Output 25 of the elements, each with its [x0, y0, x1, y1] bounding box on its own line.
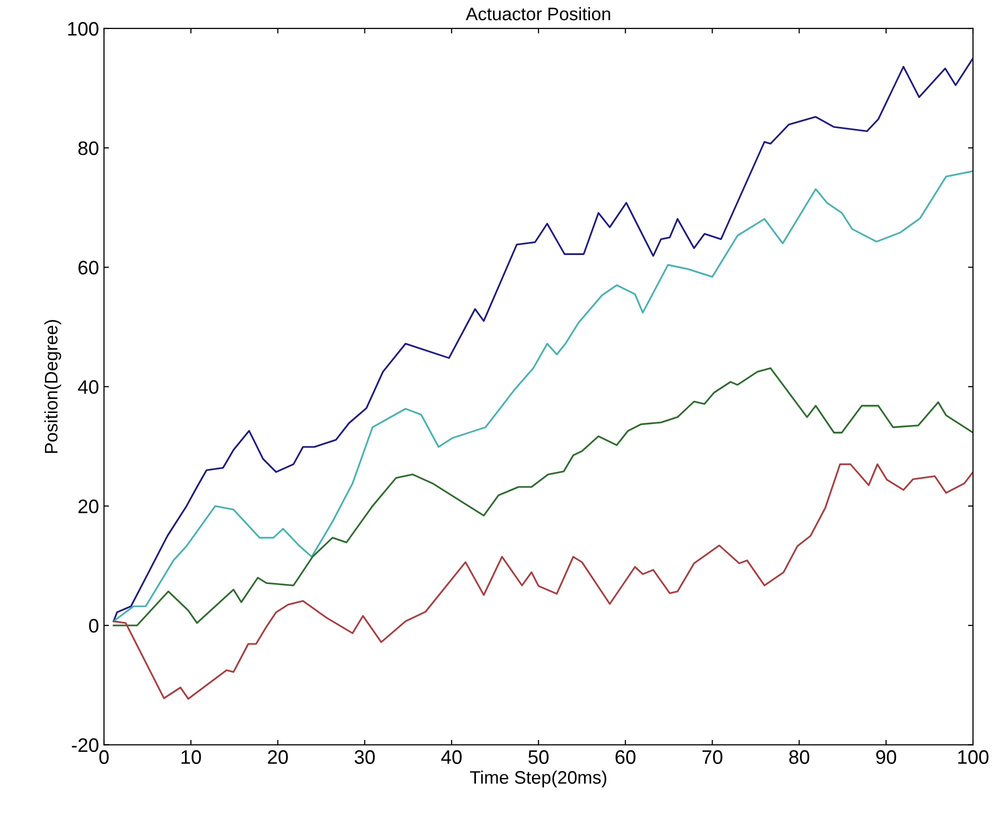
x-tick-label: 10 — [182, 750, 201, 764]
x-tick-label: 40 — [441, 750, 462, 764]
x-tick-label: 60 — [616, 750, 636, 764]
y-tick-label: 20 — [78, 500, 98, 514]
y-tick-label: 0 — [89, 618, 98, 633]
x-tick-label: 70 — [702, 750, 722, 764]
line-series — [112, 463, 973, 700]
x-tick-label: 90 — [876, 750, 896, 764]
line-series — [112, 367, 973, 626]
y-axis-title: Position(Degree) — [44, 320, 62, 453]
y-tick-label: -20 — [72, 738, 98, 752]
y-tick-label: 100 — [68, 22, 98, 36]
y-tick-label: 60 — [78, 260, 98, 274]
y-tick-label: 40 — [78, 380, 98, 394]
x-tick-label: 30 — [354, 750, 375, 764]
x-tick-label: 100 — [958, 750, 988, 764]
y-tick-label: 80 — [78, 141, 98, 156]
line-series — [112, 170, 973, 622]
x-tick-label: 80 — [789, 750, 810, 764]
x-axis-title: Time Step(20ms) — [470, 770, 606, 788]
x-tick-label: 0 — [99, 750, 109, 764]
x-tick-label: 50 — [528, 750, 549, 764]
x-tick-label: 20 — [268, 750, 288, 764]
chart-title: Actuactor Position — [466, 7, 610, 20]
line-series — [112, 58, 973, 622]
